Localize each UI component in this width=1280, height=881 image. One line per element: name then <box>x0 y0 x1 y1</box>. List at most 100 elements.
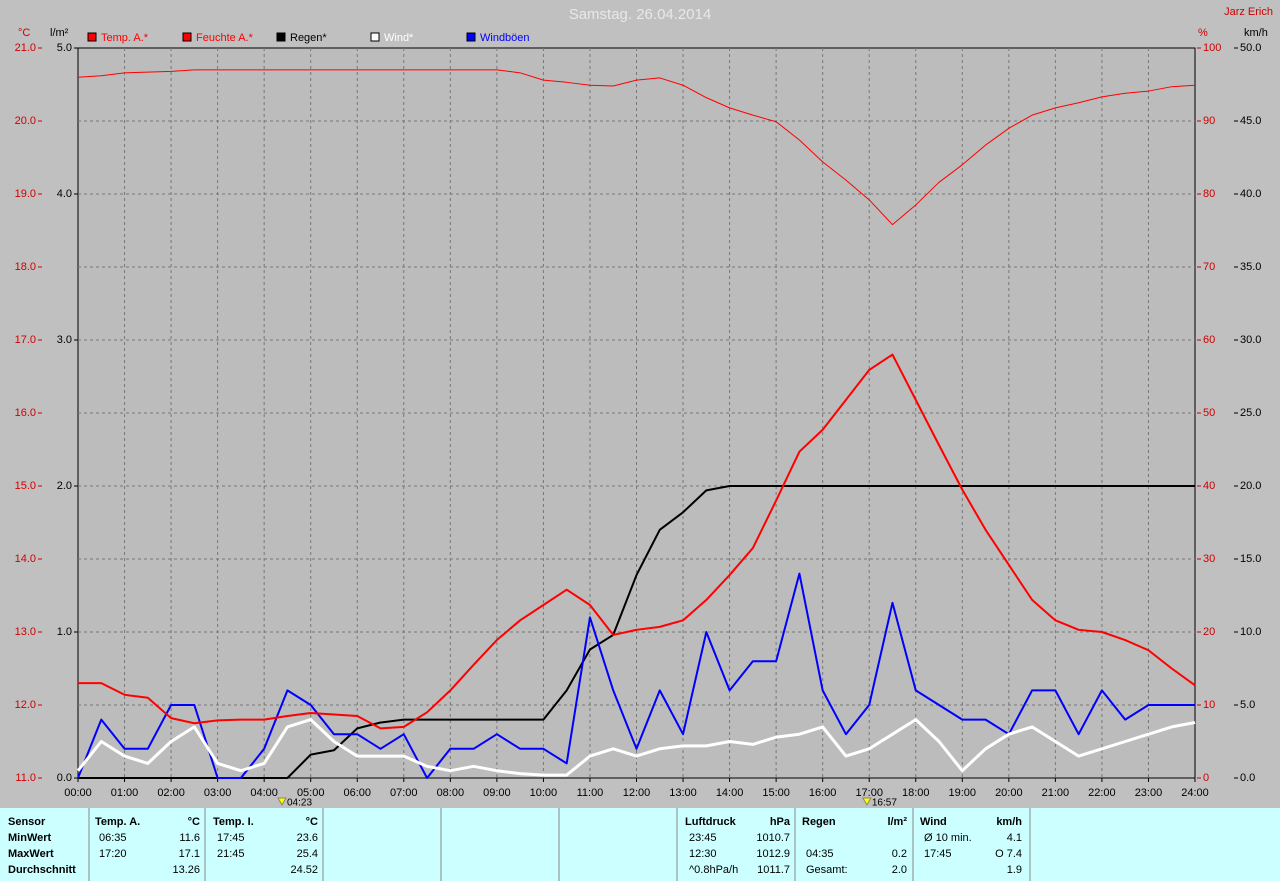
table-cell: 1010.7 <box>756 832 790 844</box>
y-tick-label: 10.0 <box>1240 626 1261 638</box>
x-tick-label: 14:00 <box>716 787 744 799</box>
y-tick-label: 17.0 <box>15 334 36 346</box>
series-line <box>78 353 1196 730</box>
y4-unit: km/h <box>1244 27 1268 39</box>
legend-swatch <box>276 32 286 42</box>
x-tick-label: 06:00 <box>343 787 371 799</box>
series-line <box>78 485 1195 779</box>
legend-label: Regen* <box>290 32 327 44</box>
series-line <box>76 718 1196 777</box>
legend-swatch <box>182 32 192 42</box>
x-tick-label: 20:00 <box>995 787 1023 799</box>
legend-label: Feuchte A.* <box>196 32 254 44</box>
table-separators <box>88 808 1031 881</box>
y-tick-label: 0 <box>1203 772 1209 784</box>
x-tick-label: 15:00 <box>762 787 790 799</box>
x-tick-label: 13:00 <box>669 787 697 799</box>
table-cell: 12:30 <box>689 848 717 860</box>
table-cell: Gesamt: <box>806 864 848 876</box>
chart-title: Samstag. 26.04.2014 <box>569 6 712 23</box>
y-tick-label: 20.0 <box>15 115 36 127</box>
table-cell: 17:45 <box>217 832 245 844</box>
table-cell: 06:35 <box>99 832 127 844</box>
x-tick-label: 19:00 <box>949 787 977 799</box>
y-tick-label: 35.0 <box>1240 261 1261 273</box>
x-tick-label: 07:00 <box>390 787 418 799</box>
table-cell: 04:35 <box>806 848 834 860</box>
legend-swatch <box>87 32 97 42</box>
y-tick-label: 12.0 <box>15 699 36 711</box>
y-tick-label: 60 <box>1203 334 1215 346</box>
table-cell: 17:45 <box>924 848 952 860</box>
table-cell: 23.6 <box>297 832 318 844</box>
y-tick-label: 90 <box>1203 115 1215 127</box>
table-cell: 25.4 <box>297 848 318 860</box>
sun-marker <box>862 797 872 807</box>
y-tick-label: 45.0 <box>1240 115 1261 127</box>
y-unit: °C <box>18 27 30 39</box>
y-tick-label: 11.0 <box>15 772 36 784</box>
y-tick-label: 25.0 <box>1240 407 1261 419</box>
x-tick-label: 10:00 <box>530 787 558 799</box>
y-tick-label: 50.0 <box>1240 42 1261 54</box>
table-header: Temp. I. <box>213 816 254 828</box>
table-cell: 17.1 <box>179 848 200 860</box>
x-tick-label: 02:00 <box>157 787 185 799</box>
table-panel <box>0 808 1280 881</box>
y-tick-label: 18.0 <box>15 261 36 273</box>
annotation-label: 04:23 <box>287 798 312 809</box>
y-tick-label: 4.0 <box>57 188 72 200</box>
y-tick-label: 2.0 <box>57 480 72 492</box>
x-tick-label: 05:00 <box>297 787 325 799</box>
table-header: Regen <box>802 816 836 828</box>
y-tick-label: 5.0 <box>1240 699 1255 711</box>
table-cell: 23:45 <box>689 832 717 844</box>
table-cell: 1011.7 <box>757 864 790 876</box>
y-tick-label: 10 <box>1203 699 1215 711</box>
y-tick-label: 5.0 <box>57 42 72 54</box>
x-tick-label: 01:00 <box>111 787 139 799</box>
x-tick-label: 16:00 <box>809 787 837 799</box>
x-tick-label: 00:00 <box>64 787 92 799</box>
legend-swatch <box>466 32 476 42</box>
table-header: Wind <box>920 816 947 828</box>
legend-label: Wind* <box>384 32 414 44</box>
y-tick-label: 40 <box>1203 480 1215 492</box>
table-unit: °C <box>188 816 200 828</box>
y-tick-label: 20.0 <box>1240 480 1261 492</box>
table-header: Temp. A. <box>95 816 140 828</box>
y-tick-label: 20 <box>1203 626 1215 638</box>
y-tick-label: 100 <box>1203 42 1221 54</box>
y-tick-label: 80 <box>1203 188 1215 200</box>
y-tick-label: 0.0 <box>1240 772 1255 784</box>
y-tick-label: 50 <box>1203 407 1215 419</box>
y-tick-label: 70 <box>1203 261 1215 273</box>
legend-label: Windböen <box>480 32 530 44</box>
y-tick-label: 30 <box>1203 553 1215 565</box>
x-tick-label: 23:00 <box>1135 787 1163 799</box>
y-tick-label: 30.0 <box>1240 334 1261 346</box>
table-cell: 24.52 <box>290 864 318 876</box>
table-cell: 0.2 <box>892 848 907 860</box>
x-tick-label: 17:00 <box>855 787 883 799</box>
x-tick-label: 09:00 <box>483 787 511 799</box>
table-unit: km/h <box>996 816 1022 828</box>
annotation-label: 16:57 <box>872 798 897 809</box>
y2-unit: % <box>1198 27 1208 39</box>
y-tick-label: 21.0 <box>15 42 36 54</box>
table-cell: 17:20 <box>99 848 127 860</box>
sun-marker <box>277 797 287 807</box>
series-line <box>77 69 1196 226</box>
x-tick-label: 03:00 <box>204 787 232 799</box>
table-cell: O 7.4 <box>995 848 1022 860</box>
x-tick-label: 22:00 <box>1088 787 1116 799</box>
table-row-label: Durchschnitt <box>8 864 76 876</box>
legend-swatch <box>370 32 380 42</box>
table-cell: 11.6 <box>179 832 200 844</box>
y-tick-label: 0.0 <box>57 772 72 784</box>
y-tick-label: 16.0 <box>15 407 36 419</box>
y-tick-label: 19.0 <box>15 188 36 200</box>
table-cell: 4.1 <box>1007 832 1022 844</box>
